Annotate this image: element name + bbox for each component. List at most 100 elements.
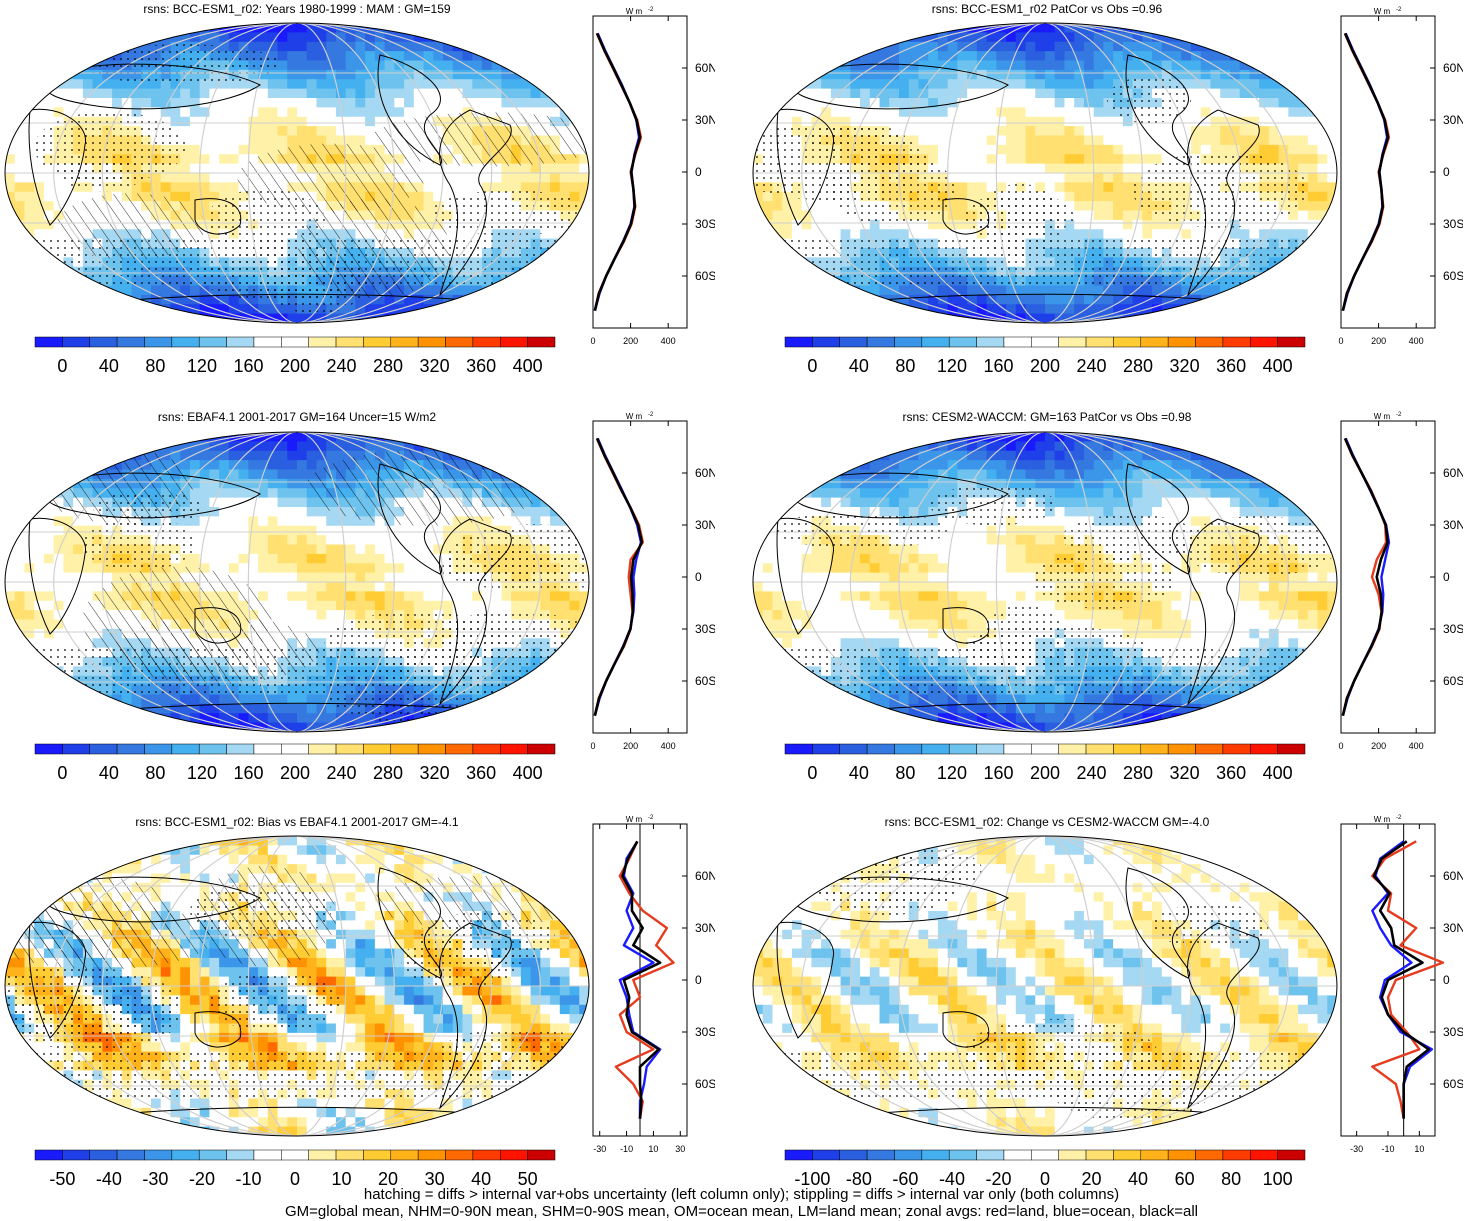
x-tick-label: -10 [1381, 1144, 1394, 1154]
lat-label: 60S [695, 1077, 715, 1091]
stipple-region [33, 111, 186, 183]
map-panel-6 [752, 835, 1338, 1137]
zonal-series-all [621, 840, 662, 1119]
colorbar-swatch [472, 743, 501, 755]
colorbar-swatch [1195, 336, 1224, 348]
colorbar-label: 200 [1030, 356, 1060, 376]
colorbar-swatch [1031, 1149, 1059, 1161]
colorbar-swatch [198, 743, 227, 755]
colorbar-swatch [1031, 743, 1059, 755]
map-panel-3 [4, 431, 590, 733]
stipple-band [753, 1048, 1337, 1098]
footer-line-1: hatching = diffs > internal var+obs unce… [363, 1186, 1120, 1203]
lat-label: 60S [1443, 269, 1463, 283]
hatch-region [305, 449, 544, 526]
lat-label: 30S [1443, 622, 1463, 636]
hatch-region [298, 198, 450, 299]
colorbar-label: 40 [99, 763, 119, 783]
lat-label: 0 [695, 165, 702, 179]
colorbar-swatch [89, 743, 118, 755]
x-tick-label: 0 [590, 336, 595, 346]
x-tick-label: -30 [593, 1144, 606, 1154]
colorbar-label: 20 [378, 1169, 398, 1189]
colorbar-swatch [527, 336, 556, 348]
colorbar-swatch [1140, 336, 1169, 348]
colorbar-swatch [363, 743, 392, 755]
continent-outline [377, 463, 443, 575]
colorbar-swatch [144, 1149, 173, 1161]
colorbar-swatch [1113, 743, 1142, 755]
colorbar-swatch [1058, 336, 1087, 348]
colorbar-swatch [62, 743, 90, 755]
colorbar-swatch [527, 743, 556, 755]
zonal-panel-6: W m -2 60N 30N 0 30S 60S -30 -10 10 [1340, 815, 1463, 1154]
zonal-units-exponent: -2 [1396, 7, 1402, 13]
colorbar-swatch [1250, 1149, 1278, 1161]
zonal-units-exponent: -2 [1396, 815, 1402, 821]
colorbar-label: 320 [420, 356, 450, 376]
continent-outline [39, 876, 261, 923]
continent-outline [39, 63, 261, 110]
colorbar-label: 120 [187, 356, 217, 376]
colorbar-swatch [1167, 743, 1196, 755]
zonal-units-exponent: -2 [648, 7, 654, 13]
colorbar-swatch [308, 743, 337, 755]
colorbar-swatch [144, 336, 173, 348]
colorbar-swatch [226, 743, 255, 755]
continent-outline [377, 867, 443, 979]
continent-outline [1125, 463, 1191, 575]
continent-outline [776, 921, 834, 1039]
hatch-region [5, 903, 215, 970]
colorbar-swatch [226, 336, 255, 348]
hatch-region [39, 447, 194, 524]
map-panel-4 [752, 431, 1338, 733]
zonal-units: W m [626, 815, 643, 824]
lat-label: 30N [1443, 113, 1463, 127]
x-tick-label: -30 [1350, 1144, 1363, 1154]
continent-outline [1187, 109, 1260, 297]
colorbar-swatch [171, 336, 200, 348]
stipple-region [929, 484, 1058, 526]
colorbar-label: 320 [420, 763, 450, 783]
continent-outline [787, 876, 1009, 923]
colorbar-label: 360 [466, 763, 496, 783]
colorbar-swatch [976, 336, 1005, 348]
continent-outline [377, 54, 443, 166]
colorbar-swatch [253, 336, 282, 348]
footer-line-2: GM=global mean, NHM=0-90N mean, SHM=0-90… [284, 1203, 1198, 1220]
x-tick-label: 30 [675, 1144, 685, 1154]
colorbar-label: 80 [895, 356, 915, 376]
colorbar-label: 360 [1216, 763, 1246, 783]
colorbar-label: 160 [983, 763, 1013, 783]
colorbar-swatch [921, 336, 950, 348]
colorbar-swatch [34, 743, 63, 755]
colorbar-swatch [1250, 336, 1278, 348]
colorbar-label: -20 [985, 1169, 1011, 1189]
continent-outline [28, 517, 86, 635]
colorbar-label: 40 [849, 763, 869, 783]
colorbar-label: 50 [518, 1169, 538, 1189]
hatch-region [194, 865, 337, 967]
colorbar-label: 120 [187, 763, 217, 783]
stipple-band [753, 235, 1337, 285]
zonal-units: W m [1374, 412, 1391, 421]
stipple-region [1178, 516, 1337, 577]
colorbar-swatch [116, 336, 145, 348]
graticule [5, 23, 589, 323]
lat-label: 30N [695, 921, 715, 935]
continent-outline [787, 63, 1009, 110]
zonal-series-land [614, 840, 675, 1119]
colorbar-swatch [445, 1149, 474, 1161]
colorbar-swatch [198, 336, 227, 348]
continent-outline [439, 518, 512, 706]
colorbar-label: -40 [96, 1169, 122, 1189]
x-tick-label: -10 [620, 1144, 633, 1154]
colorbar-swatch [1140, 743, 1169, 755]
zonal-frame [592, 420, 688, 734]
colorbar-swatch [976, 1149, 1005, 1161]
lat-label: 30S [1443, 1025, 1463, 1039]
colorbar-swatch [866, 336, 895, 348]
x-tick-label: 0 [590, 741, 595, 751]
continent-outline [439, 922, 512, 1110]
zonal-frame [1340, 420, 1436, 734]
